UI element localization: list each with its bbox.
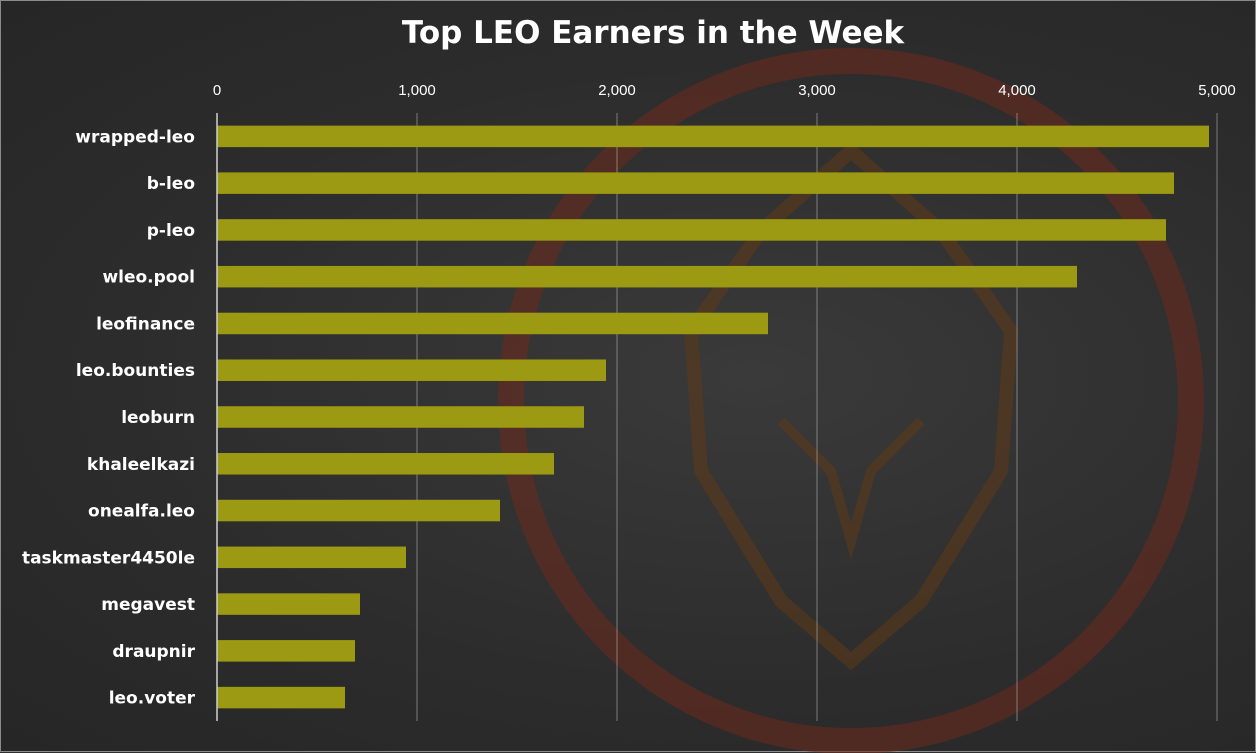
category-label: b-leo: [147, 174, 195, 194]
bar-leoburn: [217, 406, 584, 428]
bar-megavest: [217, 593, 360, 615]
x-tick-label: 5,000: [1198, 82, 1236, 99]
category-label: p-leo: [147, 221, 195, 241]
bar-onealfa-leo: [217, 499, 500, 522]
bar-b-leo: [217, 172, 1174, 194]
bar-khaleelkazi: [217, 453, 554, 475]
x-tick-label: 3,000: [798, 82, 836, 99]
bar-taskmaster4450le: [217, 546, 406, 569]
bar-leofinance: [217, 312, 768, 335]
category-label: wleo.pool: [102, 268, 195, 288]
bar-wleo-pool: [217, 265, 1077, 288]
category-label: leofinance: [96, 314, 195, 334]
x-axis-ticks: 0 1,000 2,000 3,000 4,000 5,000: [213, 82, 1236, 99]
category-labels: wrapped-leo b-leo p-leo wleo.pool leofinance…: [22, 127, 196, 708]
x-tick-label: 2,000: [598, 82, 636, 99]
category-label: wrapped-leo: [75, 127, 195, 147]
bar-leo-voter: [217, 686, 345, 709]
category-label: leo.bounties: [76, 361, 195, 381]
x-tick-label: 1,000: [398, 82, 436, 99]
lion-logo-watermark: [498, 48, 1204, 753]
bar-wrapped-leo: [217, 125, 1209, 148]
category-label: onealfa.leo: [88, 502, 195, 522]
category-label: leoburn: [121, 408, 195, 428]
bar-leo-bounties: [217, 359, 606, 381]
chart-title: Top LEO Earners in the Week: [402, 15, 906, 51]
category-label: leo.voter: [109, 689, 196, 709]
category-label: megavest: [101, 595, 195, 615]
category-label: draupnir: [112, 642, 195, 662]
x-tick-label: 0: [213, 82, 221, 99]
bar-draupnir: [217, 640, 355, 662]
bar-p-leo: [217, 219, 1166, 241]
gridlines: [416, 113, 1218, 721]
bars: [217, 125, 1209, 709]
category-label: taskmaster4450le: [22, 548, 195, 568]
x-tick-label: 4,000: [998, 82, 1036, 99]
category-label: khaleelkazi: [87, 455, 195, 475]
